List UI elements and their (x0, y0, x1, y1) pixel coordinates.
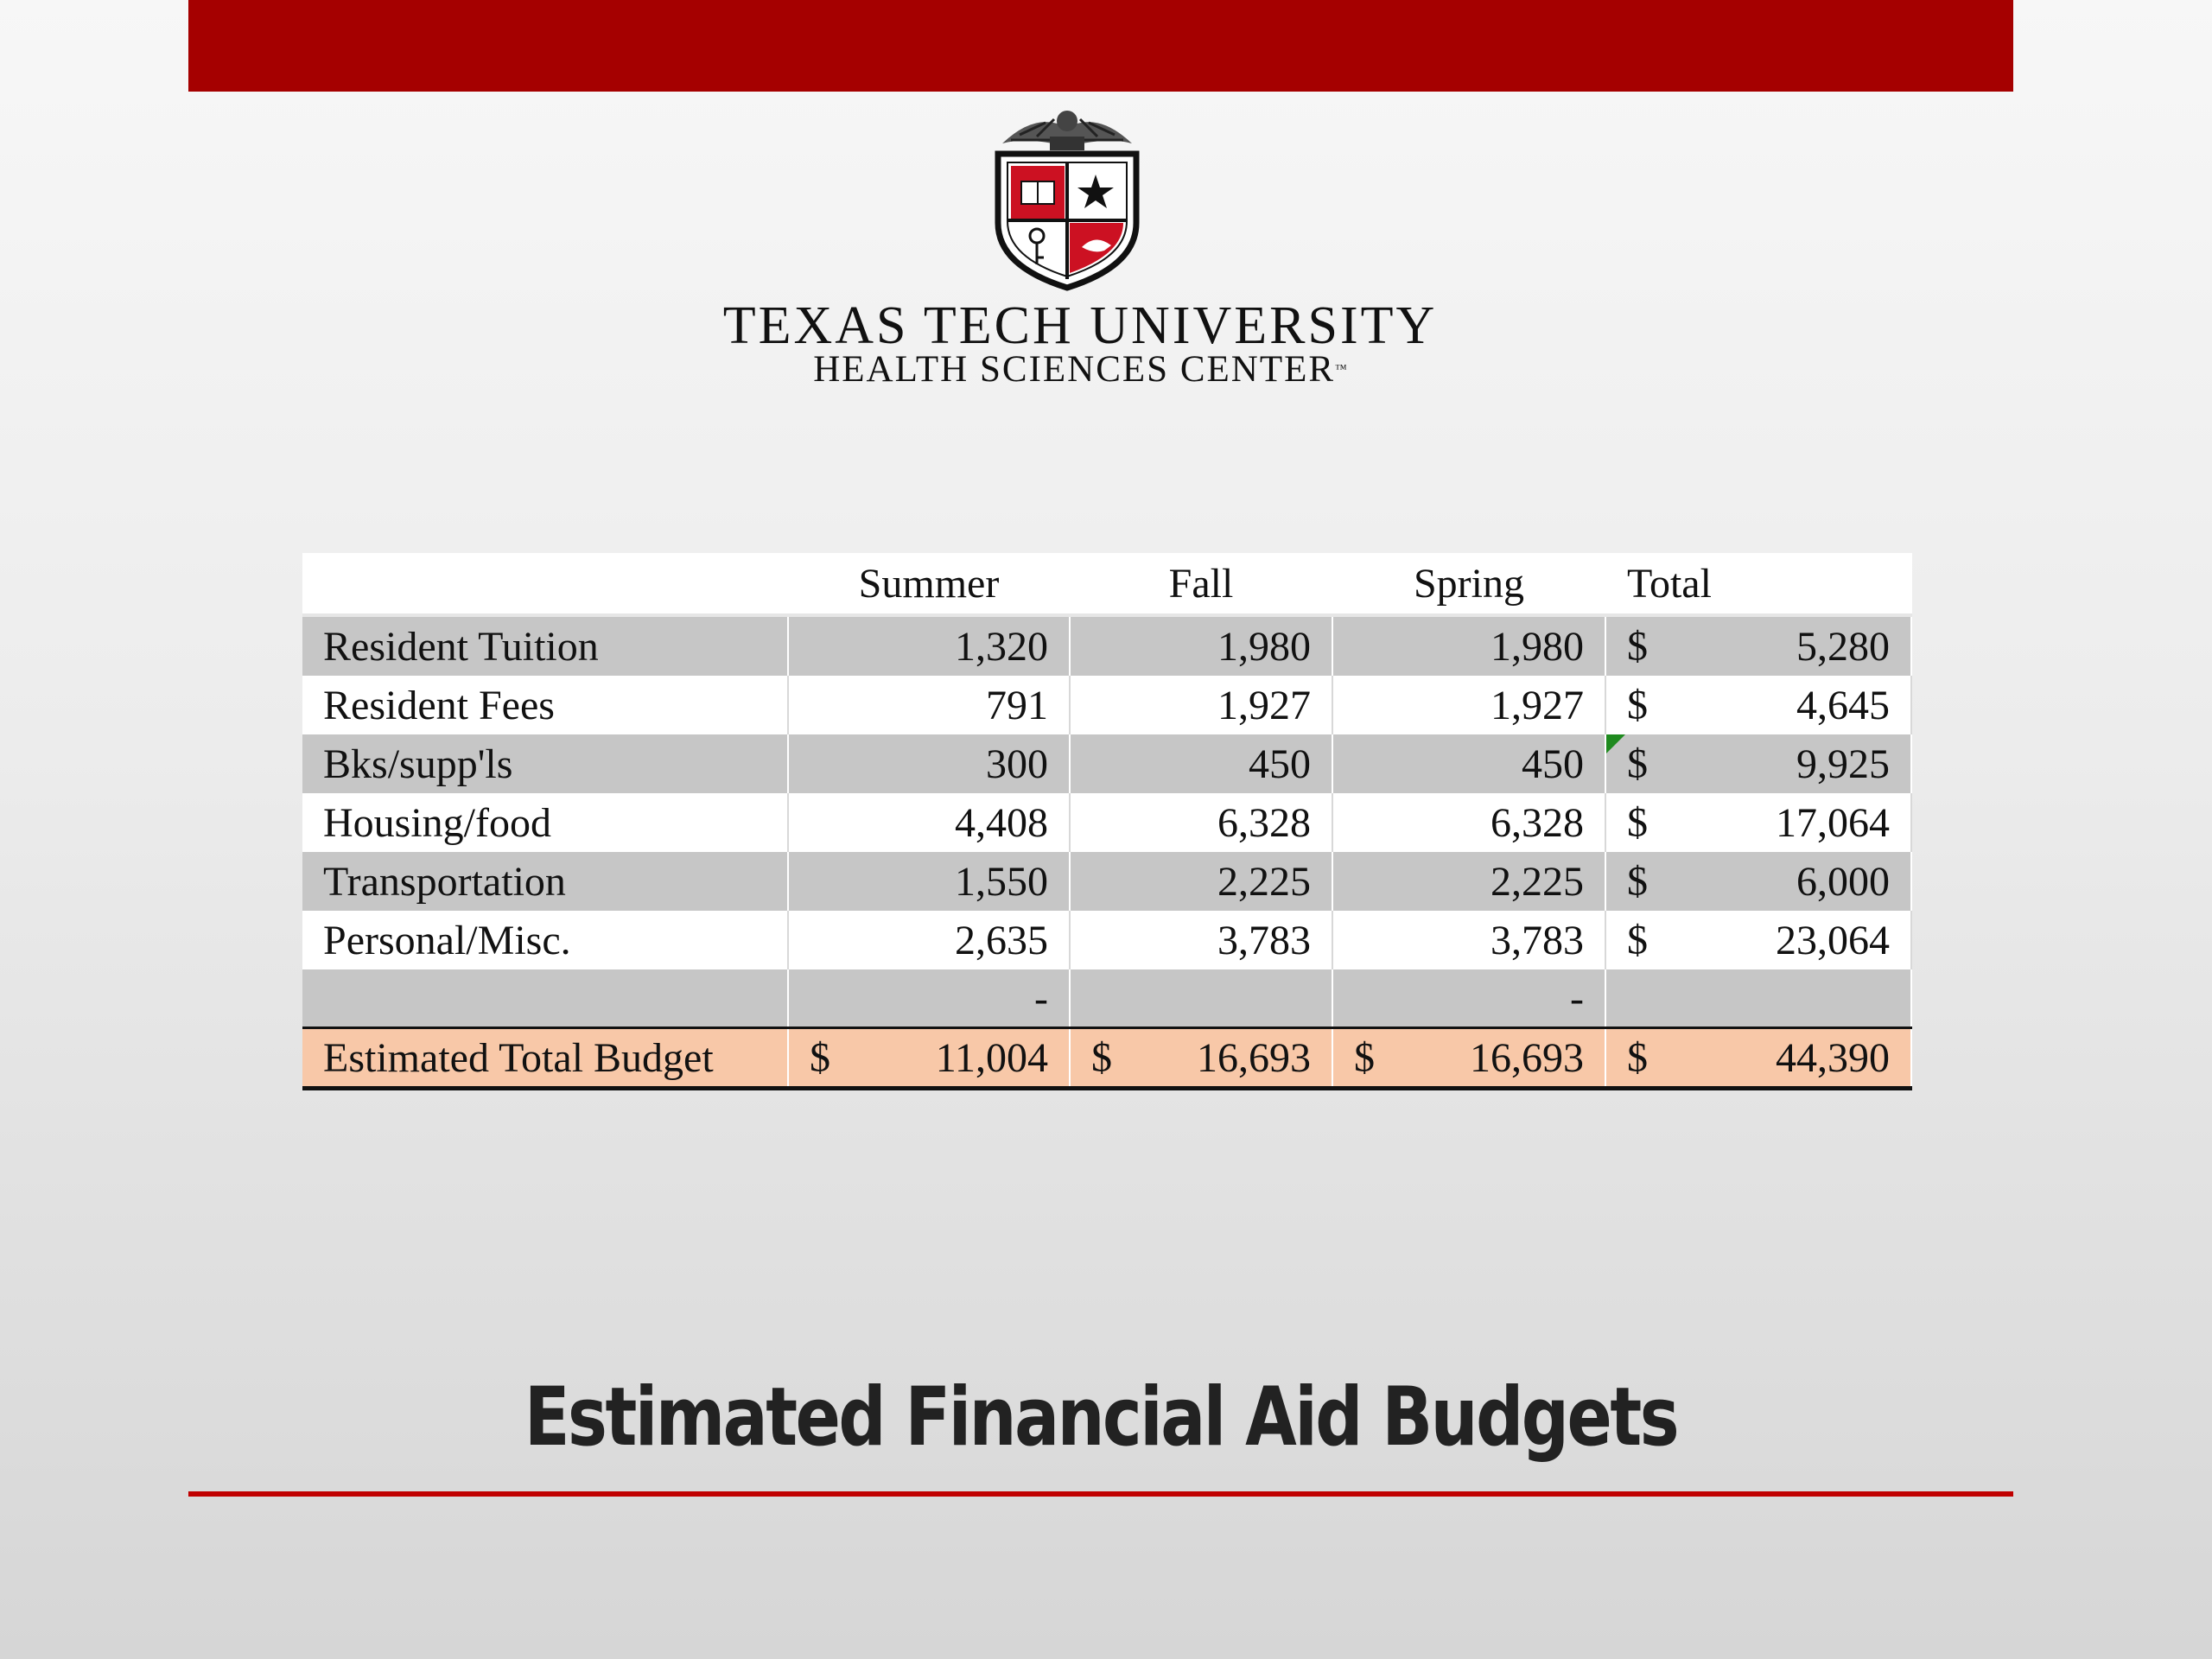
currency-symbol: $ (1627, 1034, 1648, 1081)
currency-symbol: $ (1627, 917, 1648, 963)
total-value: 6,000 (1796, 858, 1890, 905)
total-cell: $5,280 (1605, 615, 1912, 676)
table-row: Personal/Misc. 2,635 3,783 3,783 $23,064 (302, 911, 1912, 969)
column-header-total: Total (1605, 553, 1912, 617)
top-accent-bar (188, 0, 2013, 92)
summer-value: 4,408 (788, 793, 1071, 852)
fall-total-cell: $16,693 (1070, 1027, 1333, 1090)
spring-total-cell: $16,693 (1332, 1027, 1606, 1090)
row-label: Personal/Misc. (302, 911, 789, 969)
cell-comment-flag-icon (1606, 734, 1625, 753)
total-value: 23,064 (1776, 917, 1890, 963)
summer-value: 791 (788, 676, 1071, 734)
currency-symbol: $ (1627, 682, 1648, 728)
column-header-fall: Fall (1070, 553, 1333, 617)
table-row: Resident Tuition 1,320 1,980 1,980 $5,28… (302, 615, 1912, 676)
spring-dash: - (1332, 969, 1606, 1028)
spring-value: 1,927 (1332, 676, 1606, 734)
summer-total-value: 11,004 (935, 1034, 1048, 1081)
fall-value: 1,927 (1070, 676, 1333, 734)
grand-total-cell: $44,390 (1605, 1027, 1912, 1090)
summer-value: 1,550 (788, 852, 1071, 911)
currency-symbol: $ (1091, 1034, 1112, 1081)
spring-value: 6,328 (1332, 793, 1606, 852)
total-cell: $4,645 (1605, 676, 1912, 734)
spring-value: 1,980 (1332, 615, 1606, 676)
currency-symbol: $ (1354, 1034, 1375, 1081)
total-value: 9,925 (1796, 741, 1890, 787)
row-label: Housing/food (302, 793, 789, 852)
summer-value: 2,635 (788, 911, 1071, 969)
total-cell: $6,000 (1605, 852, 1912, 911)
table-row: Resident Fees 791 1,927 1,927 $4,645 (302, 676, 1912, 734)
spring-total-value: 16,693 (1470, 1034, 1584, 1081)
grand-total-value: 44,390 (1776, 1034, 1890, 1081)
fall-value: 3,783 (1070, 911, 1333, 969)
table-row: Bks/supp'ls 300 450 450 $9,925 (302, 734, 1912, 793)
slide-title: Estimated Financial Aid Budgets (524, 1370, 1680, 1465)
summer-total-cell: $11,004 (788, 1027, 1071, 1090)
spring-value: 3,783 (1332, 911, 1606, 969)
total-value: 17,064 (1776, 799, 1890, 846)
title-underline (188, 1491, 2013, 1497)
fall-total-value: 16,693 (1197, 1034, 1311, 1081)
total-cell: $9,925 (1605, 734, 1912, 793)
total-row-label: Estimated Total Budget (302, 1027, 789, 1090)
table-row: Transportation 1,550 2,225 2,225 $6,000 (302, 852, 1912, 911)
total-budget-row: Estimated Total Budget $11,004 $16,693 $… (302, 1027, 1912, 1090)
university-subtitle: HEALTH SCIENCES CENTER™ (813, 349, 1347, 390)
summer-value: 1,320 (788, 615, 1071, 676)
fall-value: 450 (1070, 734, 1333, 793)
currency-symbol: $ (1627, 741, 1648, 787)
blank-label (302, 969, 789, 1028)
university-name: TEXAS TECH UNIVERSITY (722, 296, 1438, 355)
summer-dash: - (788, 969, 1071, 1028)
row-label: Resident Fees (302, 676, 789, 734)
total-value: 5,280 (1796, 623, 1890, 670)
total-cell: $23,064 (1605, 911, 1912, 969)
currency-symbol: $ (810, 1034, 830, 1081)
trademark-mark: ™ (1335, 363, 1347, 376)
blank-total (1605, 969, 1912, 1028)
column-header-spring: Spring (1332, 553, 1606, 617)
blank-row: - - (302, 969, 1912, 1028)
fall-value: 2,225 (1070, 852, 1333, 911)
column-header-label (302, 553, 789, 617)
row-label: Resident Tuition (302, 615, 789, 676)
fall-value: 1,980 (1070, 615, 1333, 676)
row-label: Transportation (302, 852, 789, 911)
column-header-summer: Summer (788, 553, 1071, 617)
ttuhsc-logo-icon (985, 102, 1149, 292)
currency-symbol: $ (1627, 858, 1648, 905)
total-value: 4,645 (1796, 682, 1890, 728)
total-cell: $17,064 (1605, 793, 1912, 852)
table-row: Housing/food 4,408 6,328 6,328 $17,064 (302, 793, 1912, 852)
currency-symbol: $ (1627, 623, 1648, 670)
table-header-row: Summer Fall Spring Total (302, 553, 1912, 617)
fall-value: 6,328 (1070, 793, 1333, 852)
summer-value: 300 (788, 734, 1071, 793)
blank-fall (1070, 969, 1333, 1028)
currency-symbol: $ (1627, 799, 1648, 846)
spring-value: 450 (1332, 734, 1606, 793)
budget-table: Summer Fall Spring Total Resident Tuitio… (302, 553, 1912, 1090)
row-label: Bks/supp'ls (302, 734, 789, 793)
spring-value: 2,225 (1332, 852, 1606, 911)
